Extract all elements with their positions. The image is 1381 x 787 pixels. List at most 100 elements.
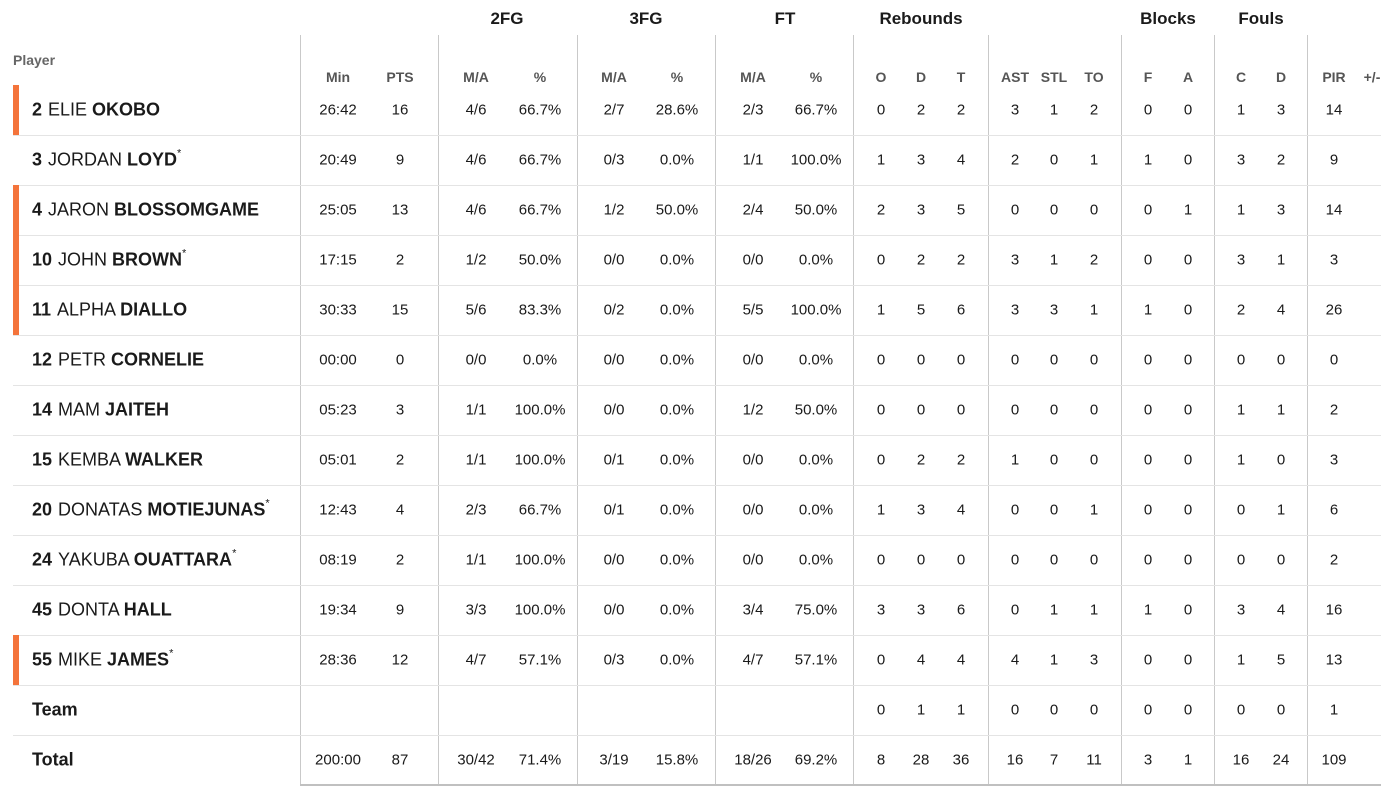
column-header-ft-pct[interactable]: % xyxy=(809,69,823,85)
total-row-label: Total xyxy=(32,749,74,770)
player-45-2fg-made-att: 3/3 xyxy=(465,601,487,619)
column-header-reb-def[interactable]: D xyxy=(915,69,927,85)
player-24-stl: 0 xyxy=(1049,551,1059,569)
player-column-header[interactable]: Player xyxy=(13,52,56,68)
player-number: 3 xyxy=(32,149,43,170)
player-11-ft-made-att: 5/5 xyxy=(742,301,764,319)
group-header-blocks: Blocks xyxy=(1140,9,1196,28)
player-name-link[interactable]: 3 JORDAN LOYD* xyxy=(32,148,181,171)
player-name-link[interactable]: 24 YAKUBA OUATTARA* xyxy=(32,548,236,571)
column-header-stl[interactable]: STL xyxy=(1040,69,1068,85)
team-row-label: Team xyxy=(32,699,78,720)
player-55-3fg-made-att: 0/3 xyxy=(603,651,625,669)
player-20-3fg-made-att: 0/1 xyxy=(603,501,625,519)
player-first-name: YAKUBA xyxy=(58,549,134,570)
player-2-blk-against: 0 xyxy=(1183,101,1193,119)
column-header-fouls-drawn[interactable]: D xyxy=(1275,69,1287,85)
column-header-blk-for[interactable]: F xyxy=(1143,69,1153,85)
player-10-fouls-committed: 3 xyxy=(1236,251,1246,269)
column-header-to[interactable]: TO xyxy=(1084,69,1104,85)
column-header-pir[interactable]: PIR xyxy=(1322,69,1346,85)
player-name-link[interactable]: 14 MAM JAITEH xyxy=(32,400,169,421)
column-header-blk-against[interactable]: A xyxy=(1182,69,1194,85)
player-name-link[interactable]: 4 JARON BLOSSOMGAME xyxy=(32,200,259,221)
player-number: 20 xyxy=(32,499,53,520)
player-12-to: 0 xyxy=(1089,351,1099,369)
column-divider xyxy=(577,35,578,785)
player-15-min: 05:01 xyxy=(319,451,357,469)
player-55-blk-against: 0 xyxy=(1183,651,1193,669)
player-name-link[interactable]: 15 KEMBA WALKER xyxy=(32,450,203,471)
player-14-3fg-pct: 0.0% xyxy=(659,401,695,419)
column-header-plus-minus[interactable]: +/- xyxy=(1363,69,1381,85)
player-name-link[interactable]: 55 MIKE JAMES* xyxy=(32,648,173,671)
player-4-3fg-made-att: 1/2 xyxy=(603,201,625,219)
column-header-reb-total[interactable]: T xyxy=(956,69,966,85)
player-11-pts: 15 xyxy=(391,301,409,319)
column-header-reb-off[interactable]: O xyxy=(875,69,887,85)
player-55-min: 28:36 xyxy=(319,651,357,669)
player-24-ft-pct: 0.0% xyxy=(798,551,834,569)
player-24-pir: 2 xyxy=(1329,551,1339,569)
player-12-2fg-made-att: 0/0 xyxy=(465,351,487,369)
column-header-min[interactable]: Min xyxy=(325,69,351,85)
team-row-to: 0 xyxy=(1089,701,1099,719)
column-header-pts[interactable]: PTS xyxy=(386,69,414,85)
player-14-blk-for: 0 xyxy=(1143,401,1153,419)
player-55-fouls-drawn: 5 xyxy=(1276,651,1286,669)
column-header-3fg-made-att[interactable]: M/A xyxy=(601,69,627,85)
player-24-3fg-made-att: 0/0 xyxy=(603,551,625,569)
player-name-link[interactable]: 11 ALPHA DIALLO xyxy=(32,300,187,321)
player-45-stl: 1 xyxy=(1049,601,1059,619)
player-name-link[interactable]: 20 DONATAS MOTIEJUNAS* xyxy=(32,497,270,521)
player-45-reb-off: 3 xyxy=(876,601,886,619)
player-11-ft-pct: 100.0% xyxy=(790,301,842,319)
player-12-min: 00:00 xyxy=(319,351,357,369)
player-4-2fg-pct: 66.7% xyxy=(518,201,562,219)
team-row-pir: 1 xyxy=(1329,701,1339,719)
player-name-link[interactable]: 45 DONTA HALL xyxy=(32,600,172,621)
group-header-ft: FT xyxy=(774,9,796,28)
player-20-pir: 6 xyxy=(1329,501,1339,519)
player-15-fouls-drawn: 0 xyxy=(1276,451,1286,469)
player-15-fouls-committed: 1 xyxy=(1236,451,1246,469)
player-11-blk-for: 1 xyxy=(1143,301,1153,319)
player-2-pir: 14 xyxy=(1325,101,1343,119)
starter-indicator-bar xyxy=(13,285,19,335)
player-11-2fg-made-att: 5/6 xyxy=(465,301,487,319)
player-name-link[interactable]: 10 JOHN BROWN* xyxy=(32,248,186,271)
player-2-min: 26:42 xyxy=(319,101,357,119)
column-header-ast[interactable]: AST xyxy=(1001,69,1029,85)
player-first-name: JORDAN xyxy=(48,149,128,170)
row-separator xyxy=(13,585,1381,586)
player-15-ft-made-att: 0/0 xyxy=(742,451,764,469)
column-header-fouls-committed[interactable]: C xyxy=(1235,69,1247,85)
player-last-name: DIALLO xyxy=(120,299,188,320)
player-4-stl: 0 xyxy=(1049,201,1059,219)
player-15-ast: 1 xyxy=(1010,451,1020,469)
column-header-ft-made-att[interactable]: M/A xyxy=(740,69,766,85)
player-name-link[interactable]: 2 ELIE OKOBO xyxy=(32,100,160,121)
column-header-3fg-pct[interactable]: % xyxy=(670,69,684,85)
player-number: 10 xyxy=(32,249,53,270)
total-row-fouls-committed: 16 xyxy=(1232,751,1250,769)
player-45-ast: 0 xyxy=(1010,601,1020,619)
group-header-2fg: 2FG xyxy=(490,9,524,28)
column-header-2fg-made-att[interactable]: M/A xyxy=(463,69,489,85)
player-11-ast: 3 xyxy=(1010,301,1020,319)
player-24-blk-against: 0 xyxy=(1183,551,1193,569)
player-marker: * xyxy=(265,497,270,510)
player-3-2fg-made-att: 4/6 xyxy=(465,151,487,169)
player-55-3fg-pct: 0.0% xyxy=(659,651,695,669)
player-name-link[interactable]: 12 PETR CORNELIE xyxy=(32,350,204,371)
player-24-ast: 0 xyxy=(1010,551,1020,569)
player-first-name: KEMBA xyxy=(58,449,126,470)
player-10-2fg-made-att: 1/2 xyxy=(465,251,487,269)
player-10-fouls-drawn: 1 xyxy=(1276,251,1286,269)
total-row-2fg-made-att: 30/42 xyxy=(457,751,495,769)
column-header-2fg-pct[interactable]: % xyxy=(533,69,547,85)
group-header-3fg: 3FG xyxy=(629,9,663,28)
player-55-blk-for: 0 xyxy=(1143,651,1153,669)
player-24-reb-def: 0 xyxy=(916,551,926,569)
player-24-2fg-made-att: 1/1 xyxy=(465,551,487,569)
